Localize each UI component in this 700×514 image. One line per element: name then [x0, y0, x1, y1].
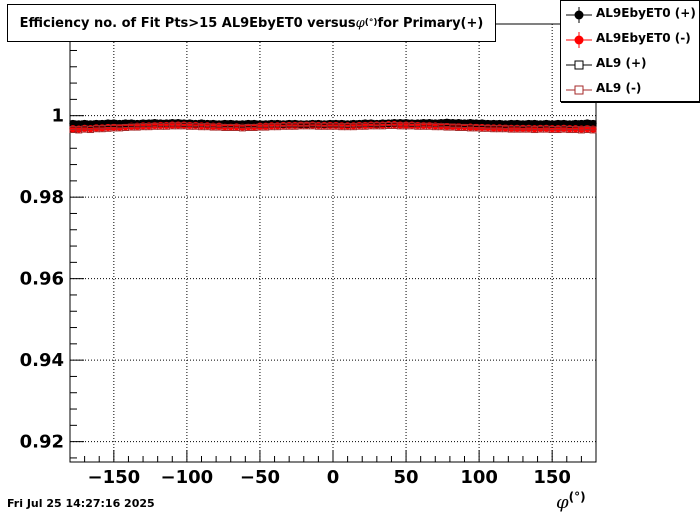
x-tick-label: −100 — [161, 467, 214, 488]
x-tick-label: 150 — [533, 467, 571, 488]
legend-entry-1: AL9EbyET0 (-) — [561, 27, 700, 52]
legend-entry-2: AL9 (+) — [561, 52, 700, 77]
series-3 — [69, 121, 597, 134]
title-degree: (°) — [364, 18, 378, 28]
legend-label-1: AL9EbyET0 (-) — [596, 31, 691, 45]
y-tick-label: 1 — [51, 106, 64, 127]
y-tick-label: 0.94 — [20, 350, 64, 371]
x-axis-unit: (°) — [568, 490, 586, 504]
legend-entry-3: AL9 (-) — [561, 77, 700, 102]
y-tick-label: 0.96 — [20, 269, 64, 290]
legend-marker-0 — [566, 7, 592, 23]
x-tick-label: −150 — [88, 467, 141, 488]
x-tick-label: −50 — [240, 467, 280, 488]
legend-label-3: AL9 (-) — [596, 81, 642, 95]
chart-title: Efficiency no. of Fit Pts>15 AL9EbyET0 v… — [7, 4, 496, 42]
data-series — [69, 118, 597, 134]
x-axis-title: φ(°) — [556, 490, 586, 513]
footer-date: Fri Jul 25 14:27:16 2025 — [7, 497, 155, 510]
legend: AL9EbyET0 (+) AL9EbyET0 (-) AL9 (+) AL9 … — [560, 0, 700, 102]
data-point — [589, 126, 597, 134]
x-tick-label: 100 — [460, 467, 498, 488]
title-phi: φ — [355, 15, 365, 31]
x-axis-phi: φ — [556, 492, 569, 513]
legend-marker-2 — [566, 60, 592, 70]
grid-lines — [70, 24, 596, 462]
x-tick-label: 0 — [327, 467, 340, 488]
y-tick-label: 0.92 — [20, 432, 64, 453]
title-prefix: Efficiency no. of Fit Pts>15 AL9EbyET0 v… — [19, 15, 356, 31]
legend-label-2: AL9 (+) — [596, 56, 647, 70]
legend-entry-0: AL9EbyET0 (+) — [561, 2, 700, 27]
legend-marker-3 — [566, 85, 592, 95]
y-tick-label: 0.98 — [20, 187, 64, 208]
x-tick-label: 50 — [394, 467, 419, 488]
legend-marker-1 — [566, 32, 592, 48]
legend-label-0: AL9EbyET0 (+) — [596, 6, 696, 20]
title-suffix: for Primary(+) — [377, 15, 484, 31]
tick-labels: −150 −100 −50 0 50 100 150 0.92 0.94 0.96 0.98 1 — [20, 106, 571, 488]
